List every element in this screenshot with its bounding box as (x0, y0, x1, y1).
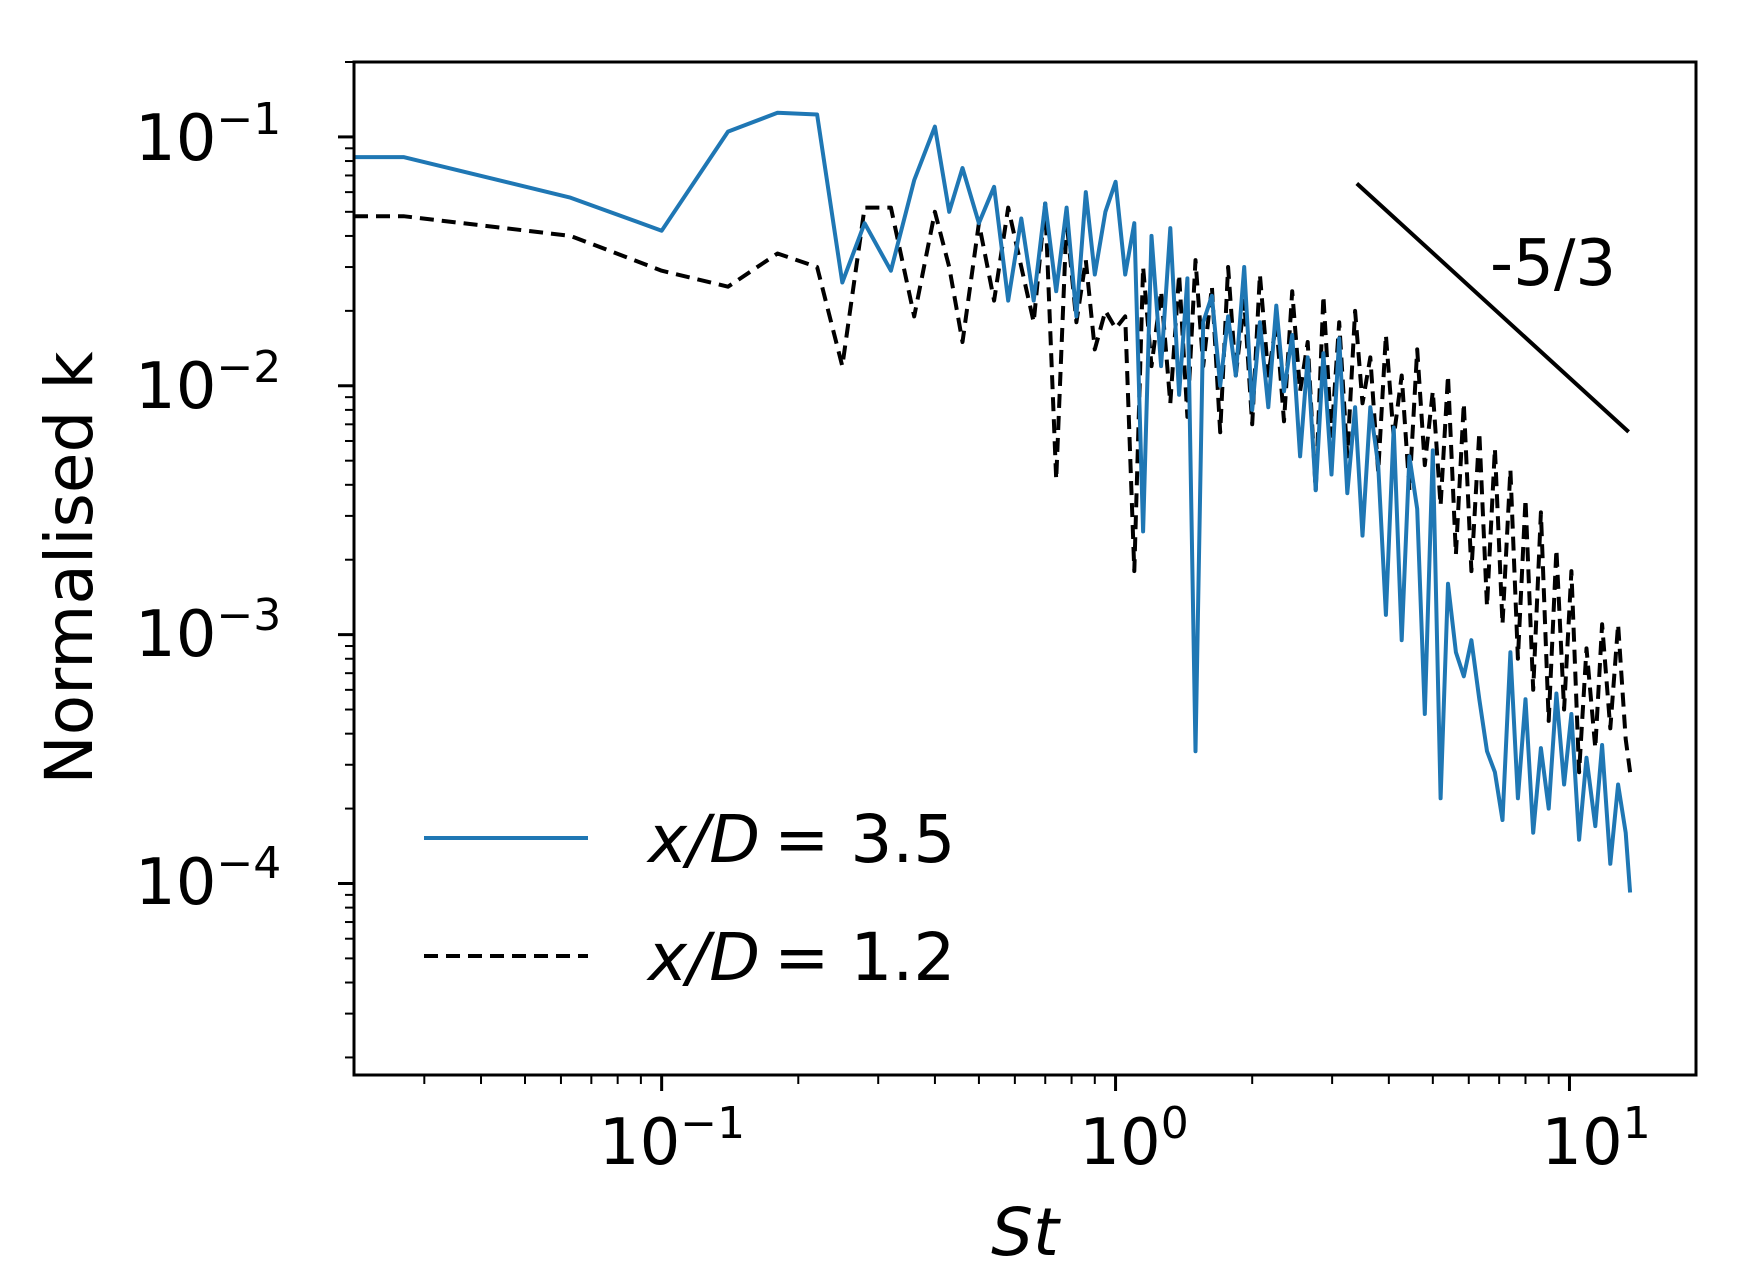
x-tick-label-1: 100 (1079, 1098, 1188, 1180)
slope-annotation: -5/3 (1490, 227, 1616, 301)
plot-area (354, 62, 1696, 1075)
x-axis-label: St (991, 1194, 1061, 1271)
y-tick-label-1: 10−2 (135, 342, 281, 424)
x-tick-label-2: 101 (1541, 1098, 1650, 1180)
series-line-0 (354, 110, 1633, 893)
legend-label-series-0: x/D = 3.5 (646, 801, 955, 878)
series-line-1 (354, 201, 1633, 775)
legend: x/D = 3.5 x/D = 1.2 (424, 801, 955, 996)
legend-label-series-1: x/D = 1.2 (646, 919, 955, 996)
slope-reference-line (1355, 181, 1630, 434)
y-tick-label-2: 10−3 (135, 590, 281, 672)
plot-frame (352, 60, 1698, 1077)
y-tick-label-3: 10−4 (135, 838, 281, 920)
y-tick-label-0: 10−1 (135, 94, 281, 176)
y-axis-label: Normalised k (31, 351, 108, 785)
x-tick-label-0: 10−1 (599, 1098, 745, 1180)
